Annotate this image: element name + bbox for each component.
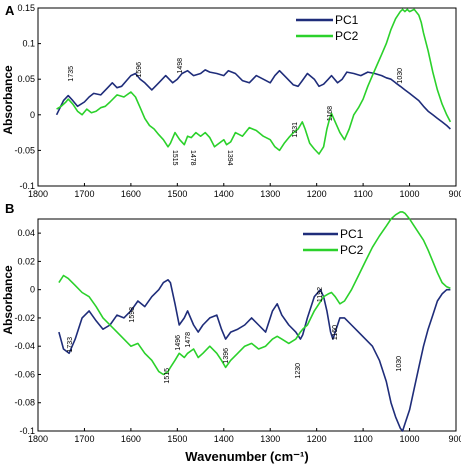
xtick-label-a-1100: 1100 — [353, 189, 372, 199]
ytick-label-a-5: -0.1 — [19, 181, 35, 191]
annotation-1030: 1030 — [396, 356, 403, 372]
annotation-1192: 1192 — [317, 287, 324, 302]
annotation-1396: 1396 — [223, 348, 230, 364]
panel-b-frame — [37, 218, 457, 432]
panel-b-annotations: 1733 1598 1515 1496 1478 1396 1230 1192 … — [67, 287, 403, 384]
annotation-1598: 1598 — [129, 307, 136, 323]
xtick-label-a-1300: 1300 — [260, 189, 280, 199]
x-axis-label: Wavenumber (cm⁻¹) — [185, 449, 308, 464]
ytick-label-b-7: -0.1 — [19, 426, 35, 436]
ytick-label-a-2: 0.05 — [17, 74, 35, 84]
panel-a-ylabel: Absorbance — [1, 65, 15, 135]
panel-a-label: A — [5, 3, 15, 18]
series-line-a-pc1 — [55, 69, 451, 130]
legend-b-pc1-label: PC1 — [340, 227, 364, 241]
ytick-label-a-1: 0.1 — [22, 39, 35, 49]
annotation-1733: 1733 — [67, 337, 74, 353]
ytick-label-b-1: 0.02 — [17, 256, 35, 266]
series-line-a-pc2 — [56, 8, 452, 155]
xtick-label-b-1600: 1600 — [121, 434, 141, 444]
panel-a-legend: PC1 PC2 — [296, 13, 359, 43]
ytick-label-b-2: 0 — [30, 285, 35, 295]
annotation-1596: 1596 — [136, 62, 143, 78]
xtick-label-b-1300: 1300 — [260, 434, 280, 444]
xtick-label-a-1400: 1400 — [214, 189, 234, 199]
annotation-1394: 1394 — [226, 150, 233, 166]
ytick-label-b-0: 0.04 — [17, 228, 35, 238]
xtick-label-b-1500: 1500 — [167, 434, 187, 444]
legend-b-pc2-label: PC2 — [340, 243, 364, 257]
panel-b-ylabel: Absorbance — [1, 265, 15, 335]
annotation-1230: 1230 — [295, 363, 302, 379]
legend-a-pc1-label: PC1 — [335, 13, 359, 27]
ytick-label-a-4: -0.05 — [14, 145, 35, 155]
panel-a-frame — [37, 7, 457, 187]
xtick-label-b-1800: 1800 — [28, 434, 48, 444]
xtick-label-a-1800: 1800 — [28, 189, 48, 199]
ytick-label-b-4: -0.04 — [14, 341, 35, 351]
ytick-label-a-0: 0.15 — [17, 3, 35, 13]
annotation-1478: 1478 — [189, 150, 196, 166]
ytick-label-b-5: -0.06 — [14, 369, 35, 379]
panel-b: B Absorbance 1800 1700 1600 1500 1400 1300 120… — [1, 201, 461, 444]
annotation-1168: 1168 — [327, 106, 334, 121]
xtick-label-b-1000: 1000 — [400, 434, 420, 444]
panel-b-label: B — [5, 201, 14, 216]
xtick-label-a-900: 900 — [448, 189, 461, 199]
xtick-label-a-1000: 1000 — [400, 189, 420, 199]
panel-b-axes: 1800 1700 1600 1500 1400 1300 1200 1100 1000 900 0… — [14, 228, 461, 444]
xtick-label-b-1100: 1100 — [353, 434, 372, 444]
annotation-1030: 1030 — [397, 68, 404, 84]
annotation-1160: 1160 — [332, 325, 339, 340]
panel-a-annotations: 1735 1596 1498 1515 1478 1394 1231 1168 … — [68, 58, 404, 166]
annotation-1498: 1498 — [177, 58, 184, 74]
ytick-label-b-3: -0.02 — [14, 313, 35, 323]
annotation-1735: 1735 — [68, 66, 75, 82]
ytick-label-a-3: 0 — [30, 110, 35, 120]
xtick-label-b-900: 900 — [448, 434, 461, 444]
legend-a-pc2-label: PC2 — [335, 29, 359, 43]
panel-a-axes: 1800 1700 1600 1500 1400 1300 1200 1100 1000 900 0… — [14, 3, 461, 199]
xtick-label-b-1700: 1700 — [74, 434, 94, 444]
panel-b-legend: PC1 PC2 — [303, 227, 364, 257]
xtick-label-a-1600: 1600 — [121, 189, 141, 199]
panel-a: A Absorbance 1800 1700 1600 1500 1400 1300 120… — [1, 3, 461, 199]
series-line-b-pc1 — [58, 279, 451, 432]
panel-a-series — [55, 8, 452, 155]
series-line-b-pc2 — [58, 211, 451, 376]
ytick-label-b-6: -0.08 — [14, 398, 35, 408]
annotation-1515: 1515 — [164, 368, 171, 384]
annotation-1515: 1515 — [171, 150, 178, 166]
panel-b-series — [58, 211, 451, 432]
xtick-label-a-1500: 1500 — [167, 189, 187, 199]
xtick-label-b-1200: 1200 — [307, 434, 327, 444]
xtick-label-a-1700: 1700 — [74, 189, 94, 199]
annotation-1496: 1496 — [175, 335, 182, 351]
xtick-label-a-1200: 1200 — [307, 189, 327, 199]
annotation-1478: 1478 — [185, 332, 192, 348]
annotation-1231: 1231 — [292, 122, 299, 138]
xtick-label-b-1400: 1400 — [214, 434, 234, 444]
